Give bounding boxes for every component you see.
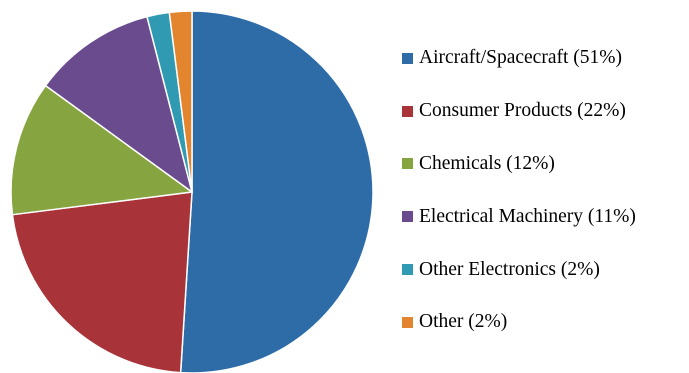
pie-slice-electrical-machinery (44, 15, 193, 193)
legend-item-consumer-products: Consumer Products (22%) (402, 85, 636, 138)
legend-swatch-other-electronics (402, 264, 413, 276)
legend-item-electrical-machinery: Electrical Machinery (11%) (402, 190, 636, 243)
pie-chart (10, 10, 374, 373)
legend-swatch-consumer-products (402, 105, 413, 117)
chart-legend: Aircraft/Spacecraft (51%) Consumer Produ… (402, 32, 636, 349)
legend-label-aircraft-spacecraft: Aircraft/Spacecraft (51%) (419, 47, 623, 69)
legend-item-chemicals: Chemicals (12%) (402, 138, 636, 191)
pie-slice-aircraft-spacecraft (179, 10, 374, 373)
legend-label-other: Other (2%) (419, 311, 508, 333)
legend-item-aircraft-spacecraft: Aircraft/Spacecraft (51%) (402, 32, 636, 85)
legend-swatch-aircraft-spacecraft (402, 52, 413, 64)
legend-swatch-electrical-machinery (402, 211, 413, 223)
legend-label-consumer-products: Consumer Products (22%) (419, 100, 626, 122)
legend-item-other-electronics: Other Electronics (2%) (402, 243, 636, 296)
legend-label-electrical-machinery: Electrical Machinery (11%) (419, 205, 636, 227)
legend-item-other: Other (2%) (402, 296, 636, 349)
pie-slice-chemicals (10, 84, 193, 216)
legend-swatch-other (402, 316, 413, 328)
legend-label-other-electronics: Other Electronics (2%) (419, 258, 600, 280)
pie-slice-consumer-products (11, 191, 193, 373)
legend-label-chemicals: Chemicals (12%) (419, 152, 555, 174)
pie-slice-other (168, 10, 193, 193)
legend-swatch-chemicals (402, 158, 413, 170)
